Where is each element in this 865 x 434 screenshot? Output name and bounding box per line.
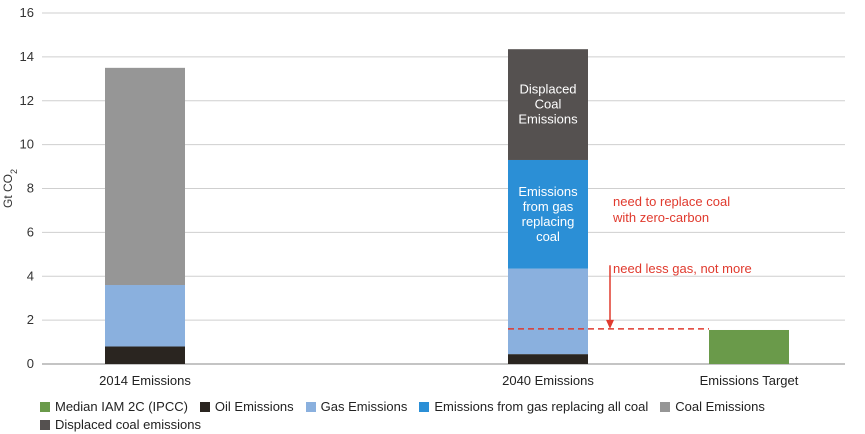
bar-data-label: Emissions xyxy=(518,112,578,127)
bar-segment xyxy=(105,285,185,347)
y-tick-label: 0 xyxy=(27,356,34,371)
x-category-label: Emissions Target xyxy=(700,373,799,388)
bar-data-label: replacing xyxy=(522,214,575,229)
y-tick-label: 8 xyxy=(27,181,34,196)
legend-label: Coal Emissions xyxy=(675,399,765,414)
legend-swatch xyxy=(40,402,50,412)
y-tick-label: 6 xyxy=(27,224,34,239)
y-axis-label: Gt CO2 xyxy=(1,169,19,208)
bar-data-label: from gas xyxy=(523,199,574,214)
bar-segment xyxy=(508,354,588,364)
y-tick-label: 14 xyxy=(20,49,34,64)
legend-swatch xyxy=(199,402,210,412)
bar-segment xyxy=(508,49,588,160)
annotation-text: need less gas, not more xyxy=(613,261,752,276)
bar-data-label: coal xyxy=(536,229,560,244)
legend-entry: Coal Emissions xyxy=(660,398,765,416)
bar-segment xyxy=(508,159,588,269)
y-tick-label: 10 xyxy=(20,137,34,152)
y-tick-label: 4 xyxy=(27,268,34,283)
x-category-label: 2014 Emissions xyxy=(99,373,191,388)
bar-data-label: Coal xyxy=(535,97,562,112)
bar-segment xyxy=(105,346,185,364)
y-tick-label: 16 xyxy=(20,5,34,20)
legend-swatch xyxy=(660,402,671,412)
legend: Median IAM 2C (IPCC) Oil Emissions Gas Emi… xyxy=(40,398,840,434)
x-category-label: 2040 Emissions xyxy=(502,373,594,388)
legend-label: Displaced coal emissions xyxy=(55,417,201,432)
legend-entry: Emissions from gas replacing all coal xyxy=(419,398,648,416)
legend-label: Oil Emissions xyxy=(214,399,294,414)
bar-segment xyxy=(709,329,789,364)
bar-data-label: Displaced xyxy=(519,82,576,97)
legend-label: Emissions from gas replacing all coal xyxy=(434,399,649,414)
legend-swatch xyxy=(305,402,316,412)
legend-entry: Oil Emissions xyxy=(199,398,294,416)
chart-area: 0 2 4 6 8 10 12 14 16 Gt CO2 2014 Emissions 2040 Em… xyxy=(1,5,845,388)
y-tick-label: 12 xyxy=(20,93,34,108)
legend-swatch xyxy=(419,402,430,412)
bar-data-label: Emissions xyxy=(518,184,578,199)
annotation-text: with zero-carbon xyxy=(612,210,709,225)
legend-swatch xyxy=(40,420,50,430)
bar-segment xyxy=(508,268,588,355)
legend-label: Median IAM 2C (IPCC) xyxy=(55,399,188,414)
arrow-head xyxy=(606,319,614,329)
y-tick-label: 2 xyxy=(27,312,34,327)
legend-entry: Median IAM 2C (IPCC) xyxy=(40,398,188,416)
legend-label: Gas Emissions xyxy=(320,399,408,414)
annotation-text: need to replace coal xyxy=(613,194,730,209)
legend-entry: Displaced coal emissions xyxy=(40,416,201,434)
bar-segment xyxy=(105,67,185,286)
legend-entry: Gas Emissions xyxy=(305,398,408,416)
